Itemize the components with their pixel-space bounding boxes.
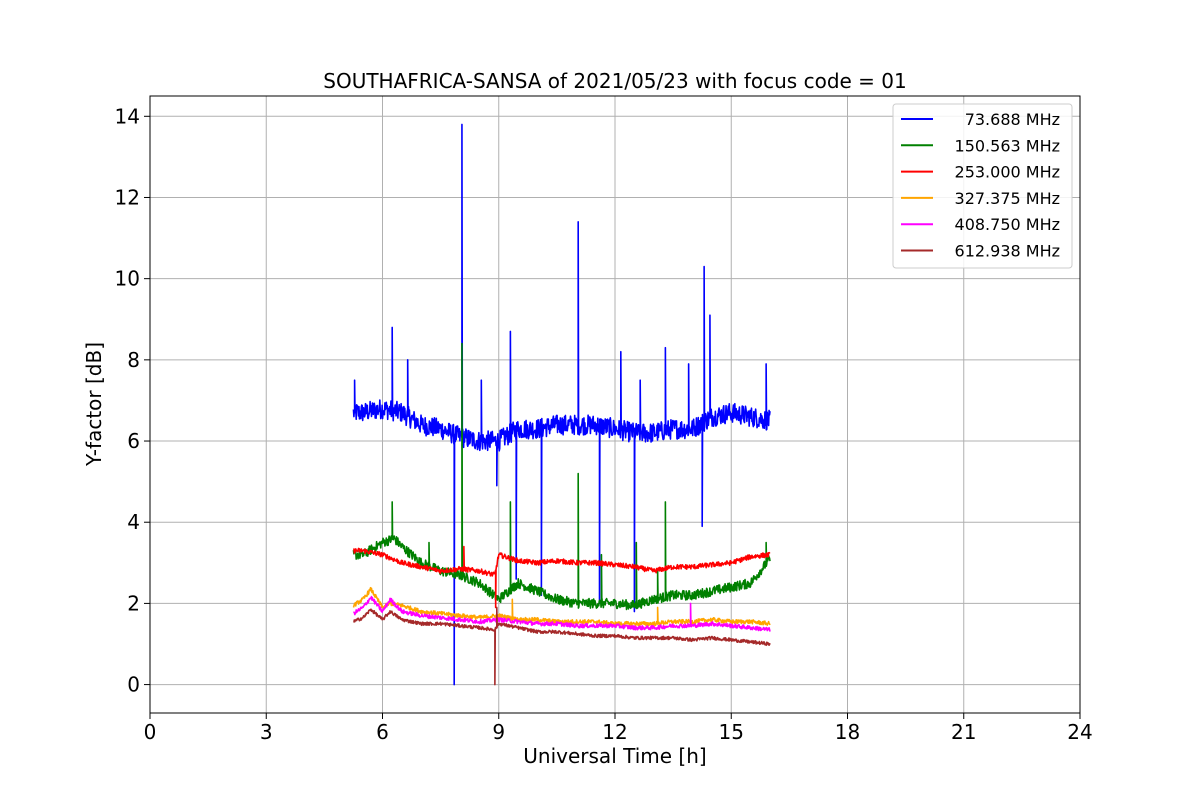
legend-label: 408.750 MHz [955,215,1060,234]
series-line [352,586,771,627]
legend-box [892,103,1073,269]
y-tick-label: 8 [127,348,140,372]
series-line [353,606,771,686]
x-tick-label: 18 [835,720,860,744]
legend-label: 73.688 MHz [965,110,1060,129]
y-tick-label: 10 [115,267,140,291]
x-axis-ticks: 0 3 6 9 12 15 18 21 24 [144,713,1093,744]
x-tick-label: 12 [602,720,627,744]
series-line [352,342,771,611]
y-tick-label: 4 [127,510,140,534]
legend-label: 150.563 MHz [955,136,1060,155]
y-tick-label: 14 [115,104,140,128]
x-tick-label: 0 [144,720,157,744]
x-tick-label: 24 [1067,720,1092,744]
series-line [352,123,771,686]
y-tick-label: 12 [115,185,140,209]
y-axis-label: Y-factor [dB] [82,342,106,467]
legend-label: 327.375 MHz [955,189,1060,208]
y-tick-label: 0 [127,673,140,697]
x-tick-label: 9 [492,720,505,744]
y-tick-label: 6 [127,429,140,453]
y-axis-ticks: 0 2 4 6 8 10 12 14 [115,104,150,697]
legend-label: 612.938 MHz [955,242,1060,261]
legend: 73.688 MHz 150.563 MHz 253.000 MHz 327.375 … [892,103,1073,269]
x-axis-label: Universal Time [h] [523,744,706,768]
x-tick-label: 3 [260,720,273,744]
x-tick-label: 6 [376,720,389,744]
chart-title: SOUTHAFRICA-SANSA of 2021/05/23 with foc… [323,69,907,93]
series-line [353,545,771,609]
legend-label: 253.000 MHz [955,163,1060,182]
series-layer [352,123,771,686]
x-tick-label: 21 [951,720,976,744]
y-tick-label: 2 [127,591,140,615]
x-tick-label: 15 [719,720,744,744]
series-line [353,595,771,632]
